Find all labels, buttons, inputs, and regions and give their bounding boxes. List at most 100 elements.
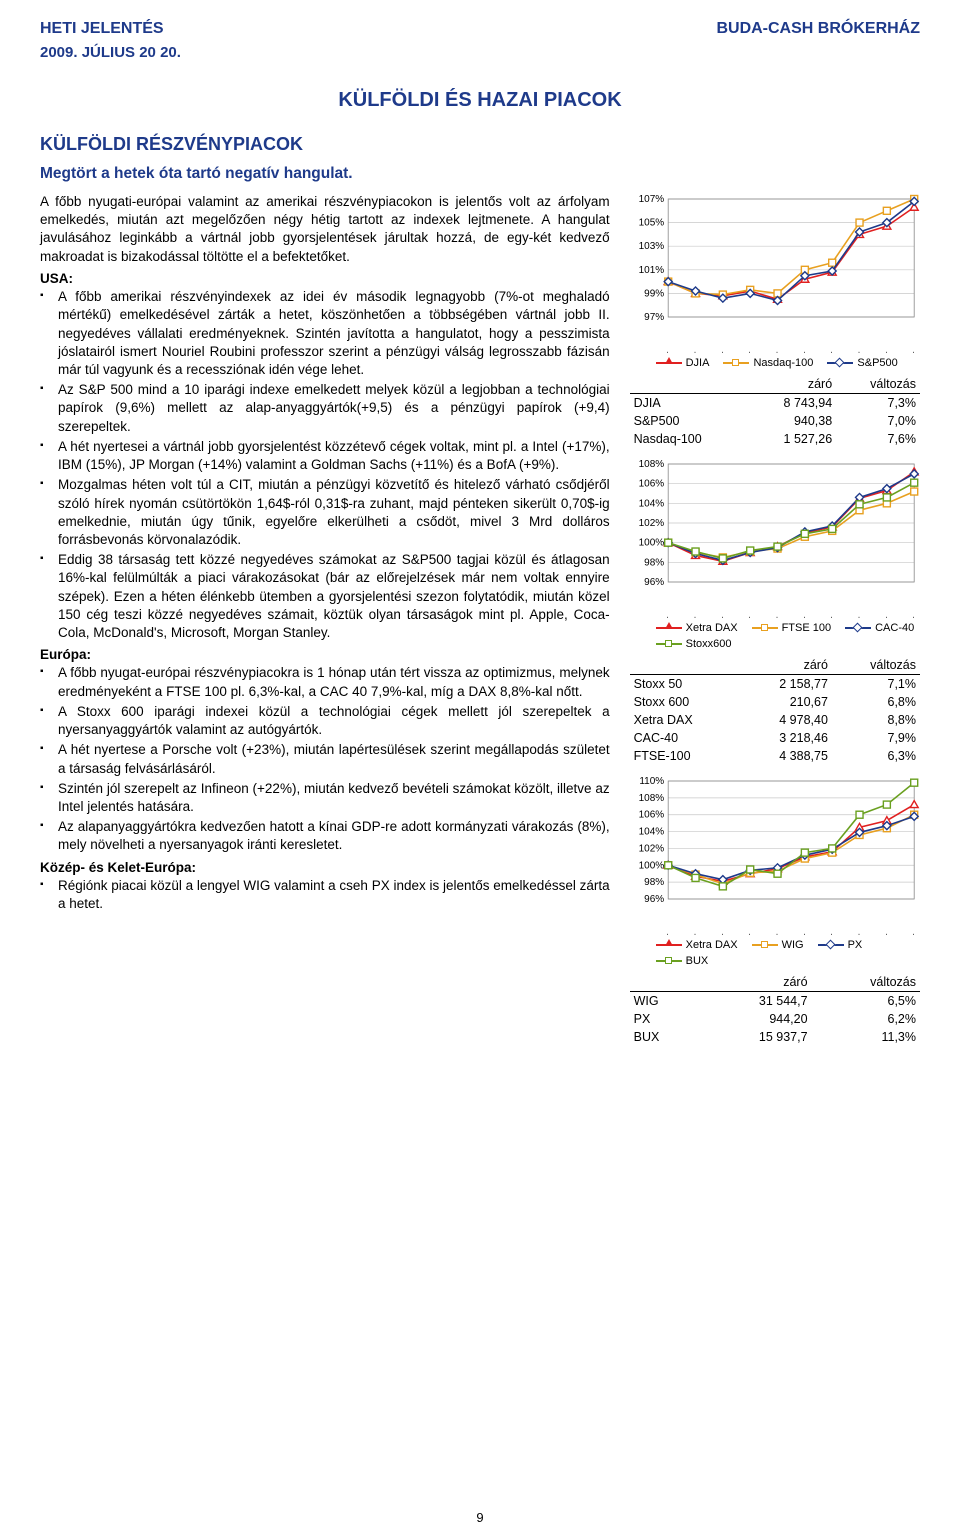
- date: 2009. JÚLIUS 20 20.: [40, 44, 920, 61]
- svg-text:júl. 7.: júl. 7.: [687, 933, 697, 935]
- svg-text:júl. 15.: júl. 15.: [851, 933, 861, 935]
- svg-text:júl. 6.: júl. 6.: [660, 933, 670, 935]
- cell-name: Stoxx 50: [630, 675, 740, 694]
- left-column: A főbb nyugati-európai valamint az ameri…: [40, 193, 610, 1056]
- svg-text:júl. 16.: júl. 16.: [878, 616, 888, 618]
- svg-text:júl. 10.: júl. 10.: [769, 351, 779, 353]
- intro-paragraph: A főbb nyugati-európai valamint az ameri…: [40, 193, 610, 266]
- svg-text:júl. 8.: júl. 8.: [714, 616, 724, 618]
- svg-text:107%: 107%: [638, 194, 664, 205]
- legend-us: DJIA Nasdaq-100 S&P500: [656, 357, 920, 369]
- section-title: KÜLFÖLDI ÉS HAZAI PIACOK: [40, 89, 920, 112]
- cell-close: 2 158,77: [739, 675, 832, 694]
- page-number: 9: [0, 1510, 960, 1525]
- svg-text:103%: 103%: [638, 241, 664, 252]
- svg-text:99%: 99%: [644, 288, 664, 299]
- svg-text:106%: 106%: [638, 479, 664, 490]
- list-item: A főbb nyugat-európai részvénypiacokra i…: [58, 664, 610, 700]
- legend-label: Xetra DAX: [686, 622, 738, 634]
- region-cee-label: Közép- és Kelet-Európa:: [40, 859, 610, 877]
- table-row: WIG31 544,76,5%: [630, 992, 920, 1011]
- cell-close: 3 218,46: [739, 729, 832, 747]
- list-item: Mozgalmas héten volt túl a CIT, miután a…: [58, 476, 610, 549]
- table-row: Nasdaq-1001 527,267,6%: [630, 430, 920, 448]
- svg-text:júl. 10.: júl. 10.: [769, 616, 779, 618]
- cell-name: CAC-40: [630, 729, 740, 747]
- cell-close: 210,67: [739, 693, 832, 711]
- cell-name: Stoxx 600: [630, 693, 740, 711]
- cell-name: WIG: [630, 992, 698, 1011]
- cell-change: 7,1%: [832, 675, 920, 694]
- header-row: HETI JELENTÉS BUDA-CASH BRÓKERHÁZ: [40, 20, 920, 38]
- legend-label: BUX: [686, 955, 709, 967]
- svg-text:júl. 7.: júl. 7.: [687, 616, 697, 618]
- cell-change: 6,3%: [832, 747, 920, 765]
- svg-text:júl. 13.: júl. 13.: [796, 933, 806, 935]
- legend-label: CAC-40: [875, 622, 914, 634]
- legend-label: Nasdaq-100: [753, 357, 813, 369]
- legend-cee: Xetra DAX WIG PX BUX: [656, 939, 920, 967]
- cell-close: 940,38: [748, 412, 836, 430]
- legend-label: FTSE 100: [782, 622, 832, 634]
- legend-label: PX: [848, 939, 863, 951]
- europe-bullets: A főbb nyugat-európai részvénypiacokra i…: [40, 664, 610, 854]
- list-item: A Stoxx 600 iparági indexei közül a tech…: [58, 703, 610, 739]
- table-row: Stoxx 600210,676,8%: [630, 693, 920, 711]
- svg-text:júl. 10.: júl. 10.: [769, 933, 779, 935]
- cell-change: 7,3%: [836, 394, 920, 413]
- svg-text:108%: 108%: [638, 459, 664, 470]
- right-column: 97%99%101%103%105%107%júl. 6.júl. 7.júl.…: [630, 193, 920, 1056]
- list-item: A főbb amerikai részvényindexek az idei …: [58, 288, 610, 379]
- legend-item: WIG: [752, 939, 804, 951]
- cell-change: 6,5%: [812, 992, 920, 1011]
- svg-text:96%: 96%: [644, 577, 664, 588]
- list-item: Az alapanyaggyártókra kedvezően hatott a…: [58, 818, 610, 854]
- svg-text:júl. 13.: júl. 13.: [796, 351, 806, 353]
- svg-text:102%: 102%: [638, 843, 664, 854]
- svg-text:júl. 17.: júl. 17.: [906, 616, 916, 618]
- legend-item: Nasdaq-100: [723, 357, 813, 369]
- legend-label: Stoxx600: [686, 638, 732, 650]
- chart-eu: 96%98%100%102%104%106%108%júl. 6.júl. 7.…: [630, 458, 920, 618]
- legend-item: Xetra DAX: [656, 939, 738, 951]
- region-usa-label: USA:: [40, 270, 610, 288]
- svg-text:108%: 108%: [638, 793, 664, 804]
- legend-label: S&P500: [857, 357, 897, 369]
- cell-name: PX: [630, 1010, 698, 1028]
- cee-bullets: Régiónk piacai közül a lengyel WIG valam…: [40, 877, 610, 913]
- svg-text:júl. 15.: júl. 15.: [851, 616, 861, 618]
- table-row: CAC-403 218,467,9%: [630, 729, 920, 747]
- svg-text:júl. 7.: júl. 7.: [687, 351, 697, 353]
- svg-text:102%: 102%: [638, 518, 664, 529]
- svg-text:júl. 17.: júl. 17.: [906, 351, 916, 353]
- cell-name: Xetra DAX: [630, 711, 740, 729]
- svg-text:104%: 104%: [638, 827, 664, 838]
- usa-bullets: A főbb amerikai részvényindexek az idei …: [40, 288, 610, 642]
- svg-text:júl. 9.: júl. 9.: [742, 351, 752, 353]
- legend-item: DJIA: [656, 357, 710, 369]
- header-left: HETI JELENTÉS: [40, 20, 164, 38]
- th-close: záró: [739, 656, 832, 675]
- svg-text:98%: 98%: [644, 877, 664, 888]
- table-row: FTSE-1004 388,756,3%: [630, 747, 920, 765]
- table-row: DJIA8 743,947,3%: [630, 394, 920, 413]
- cell-name: S&P500: [630, 412, 748, 430]
- legend-item: Stoxx600: [656, 638, 732, 650]
- svg-text:júl. 9.: júl. 9.: [742, 933, 752, 935]
- svg-text:97%: 97%: [644, 312, 664, 323]
- svg-text:júl. 14.: júl. 14.: [824, 351, 834, 353]
- chart-cee: 96%98%100%102%104%106%108%110%júl. 6.júl…: [630, 775, 920, 935]
- legend-item: Xetra DAX: [656, 622, 738, 634]
- cell-name: FTSE-100: [630, 747, 740, 765]
- list-item: A hét nyertesei a vártnál jobb gyorsjele…: [58, 438, 610, 474]
- cell-change: 7,9%: [832, 729, 920, 747]
- list-item: Szintén jól szerepelt az Infineon (+22%)…: [58, 780, 610, 816]
- cell-close: 4 978,40: [739, 711, 832, 729]
- table-row: Xetra DAX4 978,408,8%: [630, 711, 920, 729]
- cell-close: 8 743,94: [748, 394, 836, 413]
- cell-change: 7,6%: [836, 430, 920, 448]
- legend-item: S&P500: [827, 357, 897, 369]
- table-row: PX944,206,2%: [630, 1010, 920, 1028]
- svg-text:100%: 100%: [638, 538, 664, 549]
- svg-text:júl. 14.: júl. 14.: [824, 616, 834, 618]
